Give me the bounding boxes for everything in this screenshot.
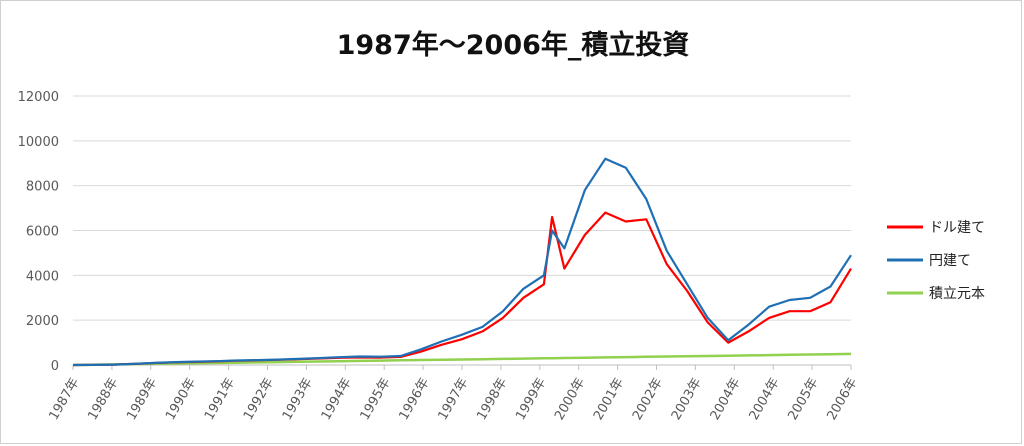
- x-tick-label: 1995年: [358, 376, 394, 423]
- x-tick-label: 1999年: [513, 376, 549, 423]
- x-tick-label: 1992年: [241, 376, 277, 423]
- y-tick-label: 2000: [26, 314, 59, 329]
- legend-label: ドル建て: [929, 220, 985, 236]
- y-tick-label: 6000: [26, 225, 59, 240]
- y-tick-label: 10000: [18, 135, 59, 150]
- y-tick-label: 4000: [26, 269, 59, 284]
- x-tick-label: 1989年: [124, 376, 160, 423]
- x-tick-label: 1990年: [163, 376, 199, 423]
- x-tick-label: 2001年: [591, 376, 627, 423]
- y-tick-label: 0: [51, 359, 59, 374]
- legend-label: 積立元本: [929, 286, 985, 302]
- y-tick-label: 12000: [18, 90, 59, 105]
- x-tick-label: 1997年: [435, 376, 471, 423]
- x-tick-label: 1987年: [46, 376, 82, 423]
- x-tick-label: 2005年: [786, 376, 822, 423]
- x-tick-label: 1988年: [85, 376, 121, 423]
- x-tick-label: 2006年: [824, 376, 860, 423]
- series-line-3: [72, 352, 852, 367]
- series-line-2: [72, 157, 852, 367]
- series-lines: [72, 157, 852, 367]
- series-line-1: [72, 211, 852, 367]
- x-tick-label: 2002年: [630, 376, 666, 423]
- y-tick-label: 8000: [26, 180, 59, 195]
- chart-title: 1987年～2006年_積立投資: [336, 30, 690, 61]
- x-tick-label: 1991年: [202, 376, 238, 423]
- x-tick-label: 2003年: [669, 376, 705, 423]
- x-tick-label: 2004年: [708, 376, 744, 423]
- x-tick-label: 1994年: [319, 376, 355, 423]
- legend-label: 円建て: [929, 253, 971, 269]
- gridlines: [73, 95, 851, 366]
- y-axis-ticks: 0 2000 4000 6000 8000 10000 12000: [18, 90, 59, 374]
- x-tick-label: 1996年: [397, 376, 433, 423]
- x-tick-label: 2000年: [552, 376, 588, 423]
- x-tick-label: 1993年: [280, 376, 316, 423]
- x-axis-ticks: 1987年 1988年 1989年 1990年 1991年 1992年 1993年 1994年…: [46, 365, 860, 423]
- x-tick-label: 1998年: [474, 376, 510, 423]
- x-tick-label: 2004年: [747, 376, 783, 423]
